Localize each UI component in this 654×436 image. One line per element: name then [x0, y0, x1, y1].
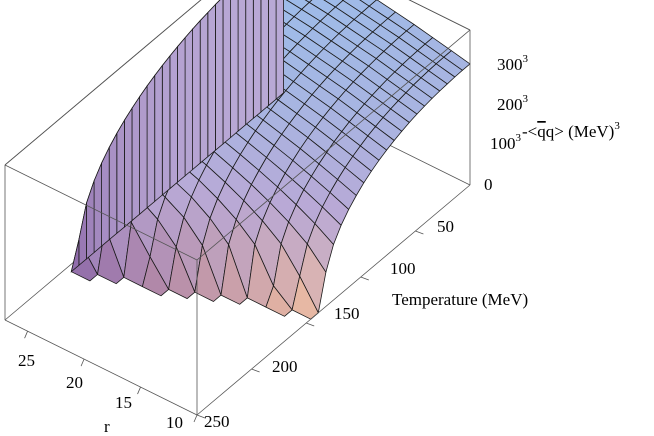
box-edge — [4, 319, 198, 416]
surface-side-patch — [70, 239, 80, 273]
surface-side-patch — [207, 3, 216, 158]
surface-side-patch — [214, 0, 224, 152]
surface-patch — [194, 244, 222, 302]
box-edge — [196, 29, 471, 261]
surface-side-patch — [230, 0, 239, 139]
surface-side-patch — [237, 0, 247, 132]
surface-side-patch — [78, 203, 87, 267]
surface-side-patch — [169, 45, 178, 190]
z-tick-label-200: 2003 — [497, 93, 529, 114]
r-tick-label-20: 20 — [66, 373, 83, 392]
surface-side-patch — [146, 74, 156, 209]
surface-side-patch — [139, 84, 148, 216]
bounding-box-front — [4, 0, 471, 416]
surface-side-patch — [108, 133, 118, 241]
surface-side-patch — [268, 0, 277, 107]
z-tick-label-0: 0 — [484, 175, 493, 194]
t-tick-label-200: 200 — [272, 357, 298, 376]
z-tick-label-300: 3003 — [497, 53, 529, 74]
r-tick — [24, 331, 28, 339]
t-tick-label-250: 250 — [204, 412, 230, 431]
temperature-tick — [415, 230, 424, 235]
surface-side-patch — [252, 0, 262, 120]
surface-side-patch — [184, 28, 194, 177]
surface-side-patch — [192, 19, 201, 171]
box-edge — [408, 0, 471, 31]
r-tick — [80, 358, 85, 367]
surface-patch — [168, 246, 196, 300]
axis-ticks — [24, 230, 424, 423]
surface-side-patch — [93, 162, 102, 254]
condensate-surface — [70, 0, 471, 320]
z-axis-title: -<qq> (MeV)3 — [522, 120, 620, 141]
t-tick-label-100: 100 — [390, 259, 416, 278]
surface-side-patch — [116, 118, 125, 235]
surface-patch — [220, 244, 248, 305]
temperature-tick — [306, 322, 315, 327]
z-tick-label-100: 1003 — [490, 132, 522, 153]
r-tick-label-10: 10 — [166, 413, 183, 432]
r-axis-title: r — [104, 417, 110, 436]
temperature-tick — [251, 368, 260, 373]
r-tick-label-25: 25 — [18, 351, 35, 370]
surface-side-patch — [245, 0, 254, 126]
temperature-tick — [360, 276, 369, 281]
t-tick-label-150: 150 — [334, 304, 360, 323]
surface-patch — [141, 256, 170, 297]
surface-patch — [265, 285, 293, 317]
box-edge — [196, 184, 471, 416]
surface-side-patch — [275, 0, 285, 101]
surface-side-patch — [124, 106, 133, 228]
surface-side-patch — [161, 54, 171, 196]
surface-side-patch — [101, 147, 110, 247]
t-tick-label-50: 50 — [437, 217, 454, 236]
surface-side-patch — [177, 36, 186, 184]
surface-side-patch — [154, 64, 163, 203]
surface-side-patch — [86, 180, 95, 260]
surface-side-patch — [222, 0, 232, 145]
r-tick-label-15: 15 — [115, 393, 132, 412]
temperature-axis-title: Temperature (MeV) — [392, 290, 528, 309]
surface-side-patch — [260, 0, 269, 113]
box-edge — [4, 0, 202, 166]
temperature-tick — [196, 414, 206, 419]
r-tick — [137, 386, 141, 395]
surface-side-patch — [199, 11, 209, 164]
r-tick — [193, 414, 198, 423]
box-edge — [4, 164, 198, 261]
surface-side-patch — [131, 95, 141, 222]
